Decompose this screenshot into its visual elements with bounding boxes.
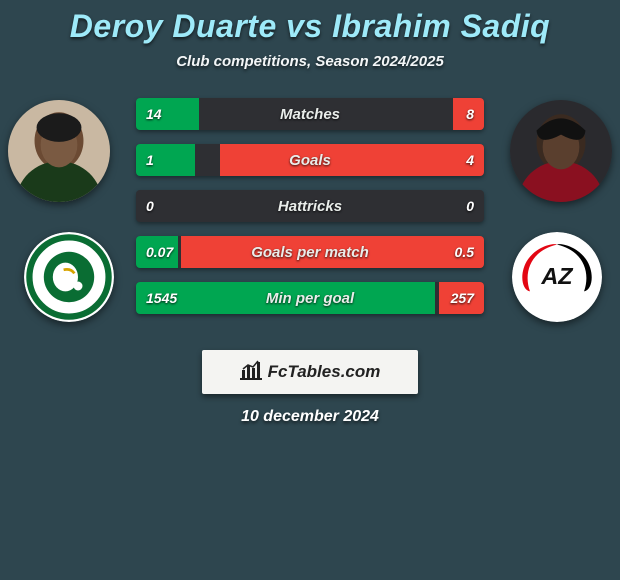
stat-right-value: 8 <box>466 98 474 130</box>
stat-right-value: 257 <box>451 282 474 314</box>
stat-row-goals: 1 Goals 4 <box>136 144 484 176</box>
stat-row-min-per-goal: 1545 Min per goal 257 <box>136 282 484 314</box>
comparison-card: Deroy Duarte vs Ibrahim Sadiq Club compe… <box>0 0 620 580</box>
brand-text: FcTables.com <box>268 362 381 382</box>
stat-right-value: 4 <box>466 144 474 176</box>
stat-rows: 14 Matches 8 1 Goals 4 0 Hattricks 0 <box>136 98 484 328</box>
date: 10 december 2024 <box>0 408 620 426</box>
stat-label: Goals per match <box>136 244 484 261</box>
stat-row-goals-per-match: 0.07 Goals per match 0.5 <box>136 236 484 268</box>
stat-label: Min per goal <box>136 290 484 307</box>
stat-right-value: 0 <box>466 190 474 222</box>
stat-label: Hattricks <box>136 198 484 215</box>
player-left-club <box>24 232 114 322</box>
chart-icon <box>240 360 262 385</box>
page-title: Deroy Duarte vs Ibrahim Sadiq <box>0 8 620 45</box>
brand-badge: FcTables.com <box>202 350 418 394</box>
stat-label: Matches <box>136 106 484 123</box>
stat-right-value: 0.5 <box>455 236 474 268</box>
svg-text:AZ: AZ <box>540 263 574 289</box>
stat-label: Goals <box>136 152 484 169</box>
stat-row-hattricks: 0 Hattricks 0 <box>136 190 484 222</box>
player-left-avatar <box>8 100 110 202</box>
stat-row-matches: 14 Matches 8 <box>136 98 484 130</box>
player-right-club: AZ <box>512 232 602 322</box>
player-right-avatar <box>510 100 612 202</box>
compare-area: AZ 14 Matches 8 1 Goals 4 0 Hattrick <box>0 98 620 338</box>
subtitle: Club competitions, Season 2024/2025 <box>0 53 620 70</box>
